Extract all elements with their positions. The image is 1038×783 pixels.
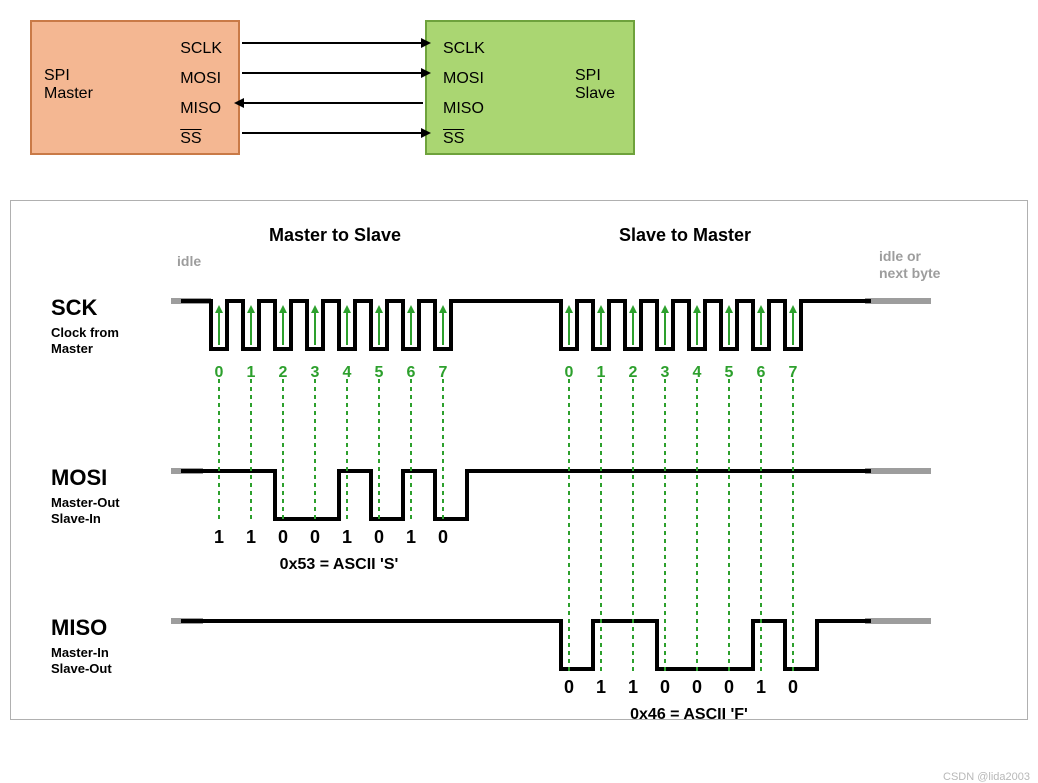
svg-text:2: 2 xyxy=(629,364,638,381)
svg-text:Slave-Out: Slave-Out xyxy=(51,661,112,676)
svg-text:1: 1 xyxy=(246,527,256,547)
svg-text:0: 0 xyxy=(692,677,702,697)
svg-text:MOSI: MOSI xyxy=(51,465,107,490)
svg-text:Master: Master xyxy=(51,341,93,356)
svg-text:0: 0 xyxy=(310,527,320,547)
svg-text:5: 5 xyxy=(725,364,734,381)
slave-box: SPI Slave SCLKMOSIMISOSS xyxy=(425,20,635,155)
master-box: SPI Master SCLKMOSIMISOSS xyxy=(30,20,240,155)
svg-text:0: 0 xyxy=(565,364,574,381)
slave-title: SPI Slave xyxy=(575,67,615,103)
svg-text:0: 0 xyxy=(564,677,574,697)
watermark: CSDN @lida2003 xyxy=(943,771,1030,783)
svg-text:3: 3 xyxy=(661,364,670,381)
svg-text:Clock from: Clock from xyxy=(51,325,119,340)
svg-text:1: 1 xyxy=(247,364,256,381)
svg-text:Master to Slave: Master to Slave xyxy=(269,225,401,245)
svg-text:0: 0 xyxy=(438,527,448,547)
svg-text:next byte: next byte xyxy=(879,265,941,281)
svg-text:SCK: SCK xyxy=(51,295,98,320)
svg-text:1: 1 xyxy=(406,527,416,547)
svg-text:idle: idle xyxy=(177,253,201,269)
svg-text:6: 6 xyxy=(407,364,416,381)
svg-text:1: 1 xyxy=(628,677,638,697)
svg-text:0: 0 xyxy=(724,677,734,697)
slave-pins: SCLKMOSIMISOSS xyxy=(443,34,485,154)
spi-block-diagram: SPI Master SCLKMOSIMISOSS SPI Slave SCLK… xyxy=(10,10,1028,180)
svg-text:1: 1 xyxy=(596,677,606,697)
svg-text:Slave-In: Slave-In xyxy=(51,511,101,526)
svg-text:0: 0 xyxy=(215,364,224,381)
master-pins: SCLKMOSIMISOSS xyxy=(180,34,222,154)
svg-text:0x46 = ASCII 'F': 0x46 = ASCII 'F' xyxy=(630,706,748,721)
svg-text:Slave to Master: Slave to Master xyxy=(619,225,751,245)
svg-text:2: 2 xyxy=(279,364,288,381)
svg-text:1: 1 xyxy=(342,527,352,547)
spi-timing-diagram: Master to Slave Slave to Master idle idle o… xyxy=(10,200,1028,720)
timing-svg: Master to Slave Slave to Master idle idle o… xyxy=(41,221,981,721)
svg-text:Master-Out: Master-Out xyxy=(51,495,120,510)
svg-text:3: 3 xyxy=(311,364,320,381)
svg-text:0: 0 xyxy=(374,527,384,547)
svg-text:7: 7 xyxy=(439,364,448,381)
svg-text:4: 4 xyxy=(343,364,352,381)
svg-text:Master-In: Master-In xyxy=(51,645,109,660)
svg-text:0: 0 xyxy=(788,677,798,697)
svg-text:4: 4 xyxy=(693,364,702,381)
svg-text:MISO: MISO xyxy=(51,615,107,640)
svg-text:1: 1 xyxy=(756,677,766,697)
svg-text:0: 0 xyxy=(660,677,670,697)
svg-text:0: 0 xyxy=(278,527,288,547)
svg-text:5: 5 xyxy=(375,364,384,381)
svg-text:idle or: idle or xyxy=(879,248,922,264)
svg-text:1: 1 xyxy=(597,364,606,381)
svg-text:0x53 = ASCII 'S': 0x53 = ASCII 'S' xyxy=(280,556,399,573)
svg-text:1: 1 xyxy=(214,527,224,547)
svg-text:6: 6 xyxy=(757,364,766,381)
master-title: SPI Master xyxy=(44,67,93,103)
svg-text:7: 7 xyxy=(789,364,798,381)
